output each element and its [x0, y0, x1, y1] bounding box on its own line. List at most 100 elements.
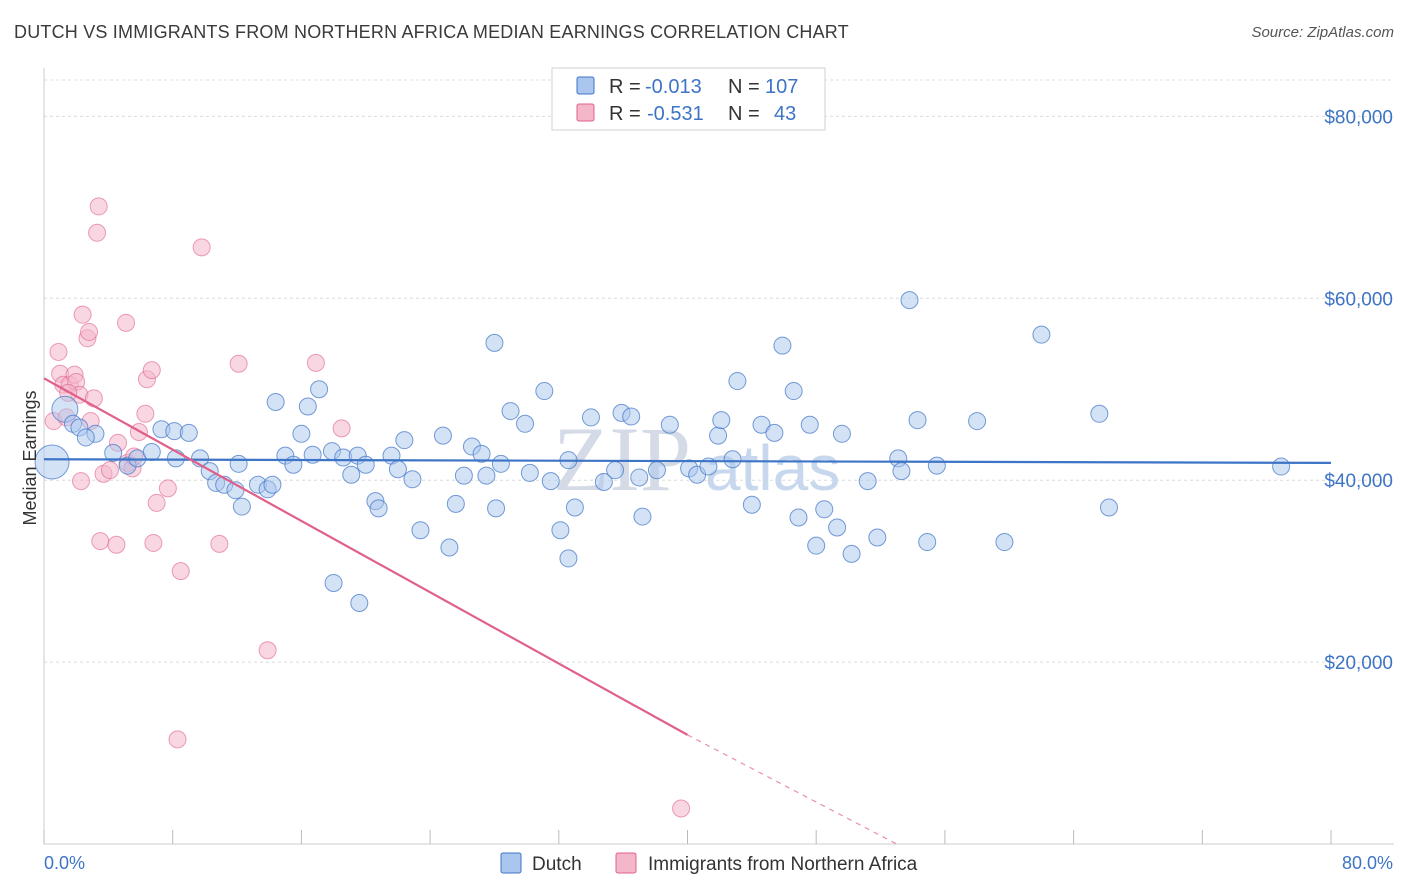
dutch-point-98 — [1090, 404, 1109, 423]
africa-point-36 — [306, 353, 325, 372]
legend-box: R = -0.013 N = 107 R = -0.531 N = 43 — [551, 67, 826, 131]
dutch-point-50 — [487, 499, 506, 518]
dutch-point-39 — [388, 460, 407, 479]
bottom-legend-africa: Immigrants from Northern Africa — [648, 854, 918, 875]
bottom-legend: Dutch Immigrants from Northern Africa — [500, 852, 918, 875]
africa-point-20 — [117, 313, 136, 332]
dutch-point-24 — [266, 392, 285, 411]
africa-point-13 — [84, 389, 103, 408]
dutch-point-74 — [728, 372, 747, 391]
x-tick-max: 80.0% — [1342, 853, 1393, 873]
dutch-point-86 — [842, 544, 861, 563]
africa-point-34 — [229, 354, 248, 373]
dutch-point-102 — [633, 507, 652, 526]
y-tick-label-3: $80,000 — [1324, 107, 1393, 128]
legend-r-value-1: -0.013 — [645, 76, 702, 98]
legend-n-value-2: 43 — [774, 103, 796, 125]
dutch-point-83 — [815, 500, 834, 519]
legend-swatch-dutch — [576, 76, 595, 95]
y-tick-label-0: $20,000 — [1324, 653, 1393, 674]
dutch-point-94 — [927, 456, 946, 475]
dutch-point-84 — [828, 518, 847, 537]
dutch-point-26 — [284, 455, 303, 474]
dutch-point-56 — [541, 472, 560, 491]
dutch-point-77 — [765, 423, 784, 442]
dutch-point-52 — [501, 402, 520, 421]
africa-point-27 — [142, 361, 161, 380]
legend-n-value-1: 107 — [765, 76, 798, 98]
legend-n-label-1: N = — [728, 76, 760, 98]
dutch-point-96 — [995, 533, 1014, 552]
dutch-trend-line — [43, 458, 1332, 465]
dutch-point-82 — [807, 536, 826, 555]
dutch-point-64 — [622, 407, 641, 426]
dutch-point-6 — [104, 443, 123, 462]
dutch-point-73 — [723, 450, 742, 469]
legend-r-label-1: R = — [609, 76, 641, 98]
dutch-point-66 — [647, 461, 666, 480]
dutch-point-100 — [1272, 457, 1291, 476]
africa-point-30 — [158, 479, 177, 498]
dutch-point-48 — [472, 444, 491, 463]
trend-lines — [43, 377, 1332, 845]
africa-point-1 — [49, 342, 68, 361]
africa-point-39 — [672, 799, 691, 818]
bottom-legend-dutch: Dutch — [532, 854, 582, 875]
dutch-point-80 — [789, 508, 808, 527]
dutch-point-93 — [918, 533, 937, 552]
dutch-point-28 — [298, 397, 317, 416]
series-dutch-points — [34, 291, 1291, 612]
legend-r-value-2: -0.531 — [647, 103, 704, 125]
africa-point-37 — [332, 419, 351, 438]
dutch-point-70 — [699, 457, 718, 476]
dutch-point-61 — [594, 473, 613, 492]
dutch-point-35 — [356, 455, 375, 474]
dutch-point-12 — [179, 423, 198, 442]
dutch-point-105 — [350, 593, 369, 612]
dutch-point-62 — [606, 461, 625, 480]
dutch-point-20 — [232, 497, 251, 516]
dutch-point-79 — [784, 382, 803, 401]
grid-lines — [44, 79, 1394, 663]
dutch-point-72 — [712, 411, 731, 430]
dutch-point-54 — [520, 463, 539, 482]
dutch-point-44 — [440, 538, 459, 557]
dutch-point-41 — [403, 470, 422, 489]
dutch-point-23 — [263, 475, 282, 494]
y-axis-label: Median Earnings — [20, 390, 40, 525]
dutch-point-49 — [477, 466, 496, 485]
africa-point-31 — [171, 562, 190, 581]
africa-point-35 — [258, 641, 277, 660]
dutch-point-9 — [142, 442, 161, 461]
dutch-point-33 — [342, 465, 361, 484]
dutch-point-0 — [34, 444, 70, 480]
dutch-point-40 — [395, 431, 414, 450]
africa-point-40 — [100, 461, 119, 480]
chart-title: DUTCH VS IMMIGRANTS FROM NORTHERN AFRICA… — [14, 22, 849, 42]
legend-swatch-africa — [576, 103, 595, 122]
dutch-point-85 — [832, 424, 851, 443]
dutch-point-88 — [868, 528, 887, 547]
y-tick-labels: $20,000 $40,000 $60,000 $80,000 — [1324, 107, 1393, 674]
africa-point-14 — [88, 223, 107, 242]
dutch-point-27 — [292, 424, 311, 443]
dutch-point-67 — [660, 415, 679, 434]
dutch-point-53 — [516, 414, 535, 433]
africa-trend-extension — [687, 734, 897, 845]
africa-point-9 — [72, 472, 91, 491]
dutch-point-30 — [310, 380, 329, 399]
dutch-point-95 — [968, 412, 987, 431]
africa-point-29 — [147, 493, 166, 512]
x-tick-min: 0.0% — [44, 853, 85, 873]
dutch-point-5 — [76, 428, 95, 447]
africa-point-28 — [144, 533, 163, 552]
africa-point-32 — [192, 238, 211, 257]
dutch-point-60 — [581, 408, 600, 427]
dutch-point-59 — [565, 498, 584, 517]
dutch-point-104 — [324, 573, 343, 592]
dutch-point-55 — [535, 382, 554, 401]
dutch-point-71 — [709, 426, 728, 445]
legend-r-label-2: R = — [609, 103, 641, 125]
dutch-point-43 — [433, 426, 452, 445]
dutch-point-37 — [369, 499, 388, 518]
